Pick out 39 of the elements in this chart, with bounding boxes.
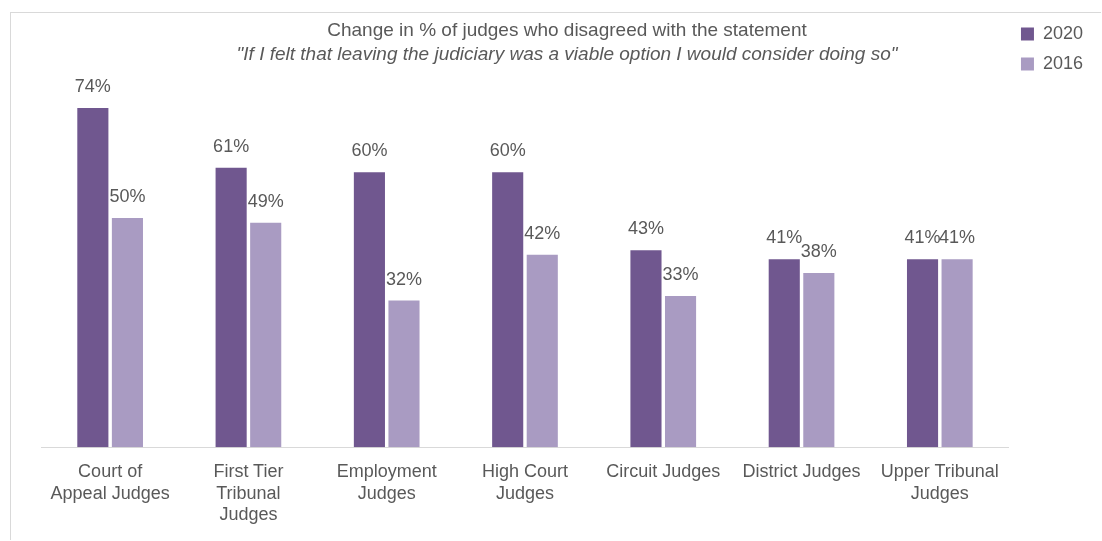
data-label: 33% [662, 263, 699, 284]
data-label: 32% [385, 268, 422, 289]
data-label: 74% [74, 76, 111, 97]
x-tick-label: First Tier Tribunal Judges [213, 460, 284, 525]
bar [215, 167, 247, 448]
bar [664, 295, 697, 448]
x-tick-label: Circuit Judges [606, 460, 721, 481]
data-label: 49% [247, 190, 284, 211]
data-label: 43% [627, 218, 664, 239]
bar [941, 259, 973, 448]
bar [77, 108, 109, 448]
x-tick-label: Upper Tribunal Judges [880, 460, 999, 503]
legend-label: 2020 [1042, 22, 1083, 43]
bar [630, 250, 662, 448]
bar [388, 300, 420, 448]
x-tick-label: District Judges [742, 460, 861, 481]
bar [250, 222, 282, 448]
data-label: 41% [766, 227, 803, 248]
legend-label: 2016 [1042, 52, 1083, 73]
x-tick-label: Employment Judges [336, 460, 437, 503]
bar [906, 259, 939, 448]
bar [111, 218, 143, 448]
data-label: 60% [351, 140, 388, 161]
chart-title: Change in % of judges who disagreed with the statement [327, 18, 808, 40]
data-label: 50% [109, 186, 146, 207]
bar [526, 254, 558, 448]
data-label: 38% [800, 241, 837, 262]
data-label: 42% [524, 222, 561, 243]
bar [803, 273, 835, 448]
chart-subtitle: "If I felt that leaving the judiciary was a viable option I would consider doing so" [236, 43, 899, 65]
bar [768, 259, 800, 448]
data-label: 41% [904, 227, 941, 248]
x-tick-label: High Court Judges [481, 460, 568, 503]
data-label: 61% [213, 135, 250, 156]
data-label: 60% [489, 140, 526, 161]
bar [492, 172, 524, 448]
data-label: 41% [939, 227, 976, 248]
x-tick-label: Court of Appeal Judges [50, 460, 170, 503]
bar [353, 172, 385, 448]
